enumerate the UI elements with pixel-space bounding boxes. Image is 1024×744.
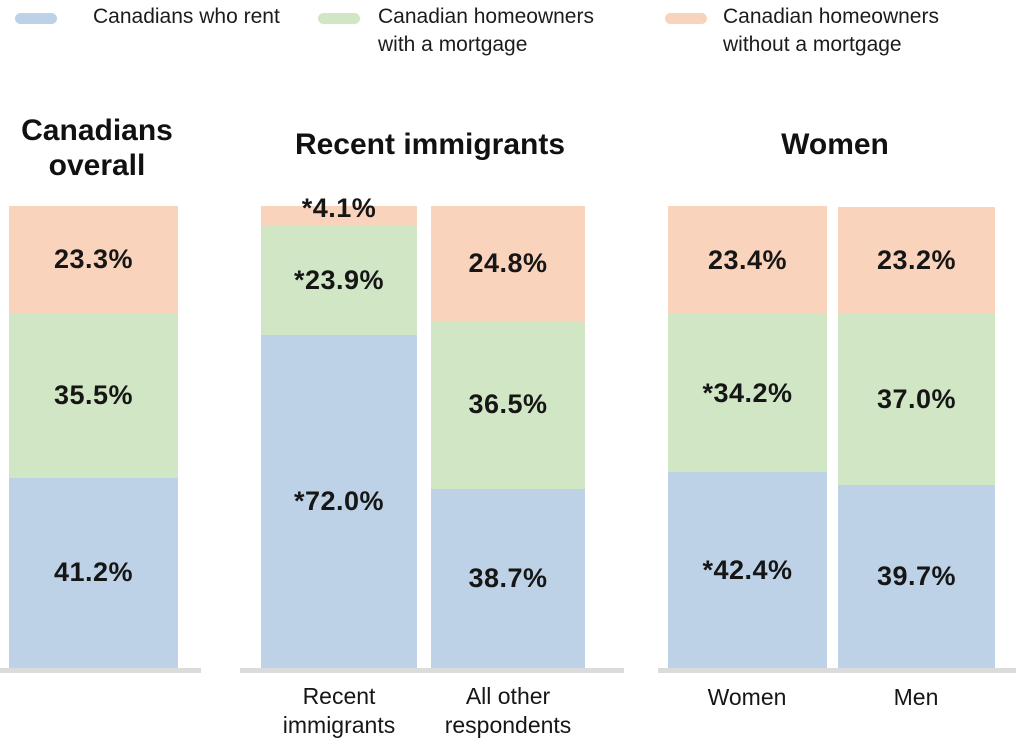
bar-all-other-respondents: 38.7% 36.5% 24.8%: [431, 206, 585, 668]
legend-label-rent: Canadians who rent: [93, 5, 280, 28]
group-title-recent-immigrants: Recent immigrants: [294, 128, 566, 161]
segment-value-label: 39.7%: [876, 560, 957, 591]
legend-swatch-mortgage: [318, 13, 360, 24]
bar-segment-canadians-who-rent: *42.4%: [668, 472, 827, 668]
group-title-canadians-overall: Canadians overall: [21, 114, 173, 182]
segment-value-label: *72.0%: [293, 486, 385, 517]
axis-baseline-group-3: [658, 668, 1016, 673]
legend-swatch-no-mortgage: [665, 13, 707, 24]
x-axis-label-men: Men: [893, 684, 939, 710]
segment-value-label: 35.5%: [53, 380, 134, 411]
segment-value-label: 37.0%: [876, 383, 957, 414]
segment-value-label: *42.4%: [702, 554, 793, 585]
axis-baseline-group-1: [0, 668, 201, 673]
x-axis-label-recent-immigrants: Recent immigrants: [282, 683, 396, 738]
segment-value-label: 24.8%: [468, 247, 548, 278]
bar-men: 39.7% 37.0% 23.2%: [838, 206, 995, 668]
bar-segment-canadians-who-rent: *72.0%: [261, 335, 417, 668]
group-title-women: Women: [781, 128, 889, 161]
bar-segment-canadian-homeowners-without-a-mortgage: 23.4%: [668, 206, 827, 315]
bar-segment-canadians-who-rent: 38.7%: [431, 489, 585, 668]
segment-value-label: *4.1%: [301, 193, 377, 224]
legend-swatch-rent: [15, 13, 57, 24]
bar-women: *42.4% *34.2% 23.4%: [668, 206, 827, 668]
bar-segment-canadian-homeowners-without-a-mortgage: 23.3%: [9, 206, 178, 314]
bar-canadians-overall: 41.2% 35.5% 23.3%: [9, 206, 178, 668]
segment-value-label: 38.7%: [468, 563, 548, 594]
bar-recent-immigrants: *72.0% *23.9% *4.1%: [261, 195, 417, 668]
segment-value-label: 36.5%: [468, 389, 548, 420]
bar-segment-canadian-homeowners-with-a-mortgage: 37.0%: [838, 313, 995, 485]
bar-segment-canadian-homeowners-without-a-mortgage: 24.8%: [431, 206, 585, 321]
legend-label-no-mortgage: Canadian homeowners without a mortgage: [723, 5, 939, 56]
segment-value-label: 23.3%: [53, 244, 134, 275]
legend-label-mortgage: Canadian homeowners with a mortgage: [378, 5, 594, 56]
bar-segment-canadians-who-rent: 39.7%: [838, 484, 995, 668]
segment-value-label: 23.4%: [707, 244, 788, 275]
bar-segment-canadian-homeowners-with-a-mortgage: 36.5%: [431, 320, 585, 490]
bar-segment-canadian-homeowners-with-a-mortgage: *34.2%: [668, 314, 827, 473]
x-axis-label-women: Women: [707, 684, 787, 710]
bar-segment-canadians-who-rent: 41.2%: [9, 477, 178, 668]
segment-value-label: *34.2%: [702, 377, 793, 408]
bar-segment-canadian-homeowners-with-a-mortgage: 35.5%: [9, 313, 178, 478]
segment-value-label: 23.2%: [876, 244, 957, 275]
bar-segment-canadian-homeowners-without-a-mortgage: *4.1%: [261, 195, 417, 226]
segment-value-label: 41.2%: [53, 557, 134, 588]
axis-baseline-group-2: [240, 668, 624, 673]
x-axis-label-all-other-respondents: All other respondents: [444, 683, 572, 738]
bar-segment-canadian-homeowners-with-a-mortgage: *23.9%: [261, 225, 417, 336]
segment-value-label: *23.9%: [293, 264, 385, 295]
bar-segment-canadian-homeowners-without-a-mortgage: 23.2%: [838, 206, 995, 314]
